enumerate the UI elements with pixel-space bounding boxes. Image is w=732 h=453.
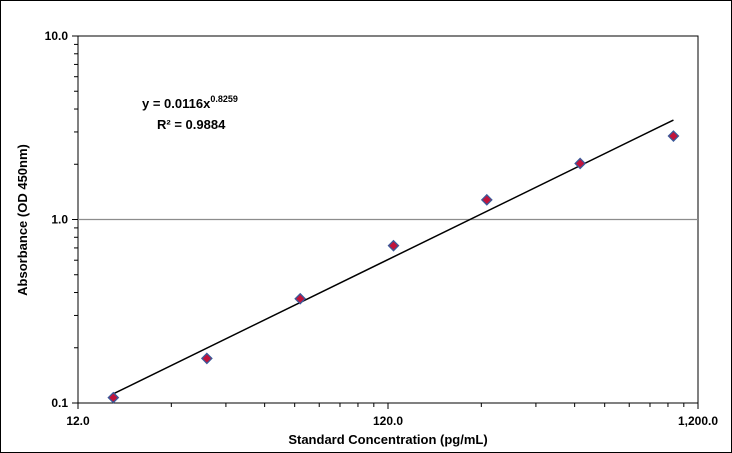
equation-exponent: 0.8259 (210, 94, 238, 104)
y-axis-title: Absorbance (OD 450nm) (15, 144, 30, 296)
x-tick-label: 120.0 (373, 414, 403, 428)
data-point (107, 391, 120, 404)
y-tick-label: 10.0 (45, 29, 69, 43)
trendline (112, 119, 674, 395)
data-point (387, 239, 400, 252)
data-point (480, 193, 493, 206)
x-tick-label: 1,200.0 (678, 414, 718, 428)
x-tick-label: 12.0 (66, 414, 90, 428)
equation-text: y = 0.0116x (142, 96, 211, 111)
data-point (667, 130, 680, 142)
x-axis-title: Standard Concentration (pg/mL) (288, 432, 487, 447)
data-point (294, 292, 307, 305)
data-points (107, 130, 680, 404)
x-tick-labels: 12.0 120.0 1,200.0 (66, 414, 718, 428)
data-point (200, 352, 213, 365)
tick-marks (72, 35, 699, 409)
y-tick-labels: 0.1 1.0 10.0 (45, 29, 69, 410)
y-tick-label: 0.1 (51, 396, 68, 410)
y-tick-label: 1.0 (51, 213, 68, 227)
data-point (574, 157, 587, 170)
r-squared-label: R² = 0.9884 (157, 117, 226, 132)
trendline-equation: y = 0.0116x0.8259 (142, 94, 238, 111)
